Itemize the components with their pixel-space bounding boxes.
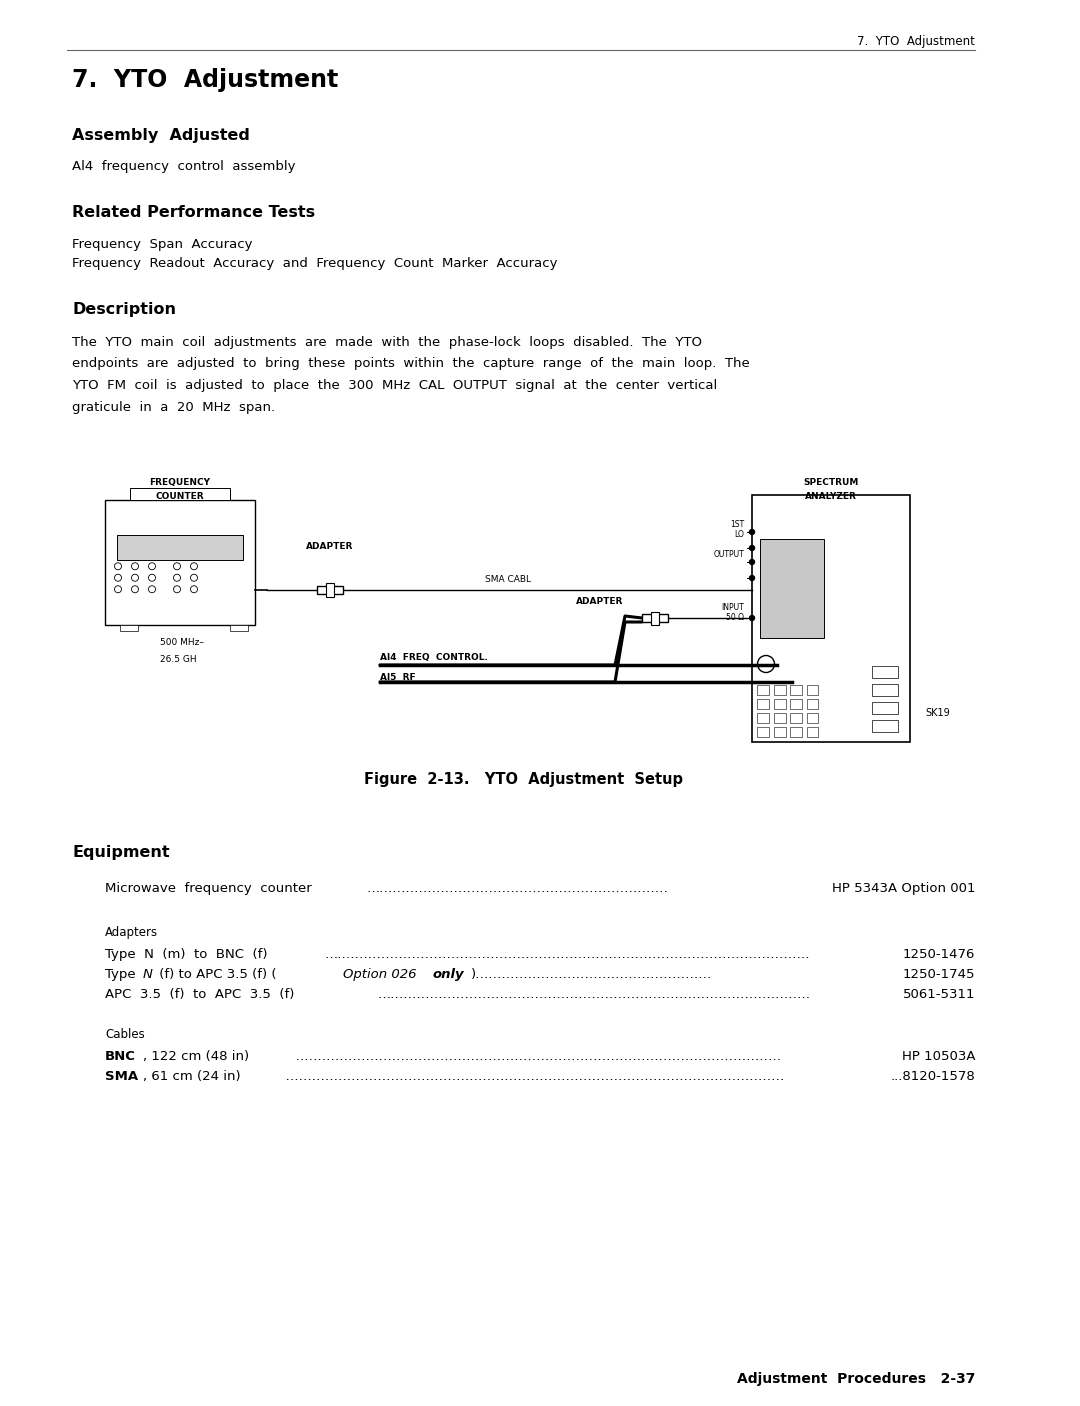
- Bar: [757, 713, 769, 723]
- Text: COUNTER: COUNTER: [156, 492, 204, 501]
- Text: Assembly  Adjusted: Assembly Adjusted: [72, 128, 249, 143]
- Bar: [642, 614, 669, 621]
- Text: FREQUENCY: FREQUENCY: [149, 478, 211, 486]
- Bar: [757, 685, 769, 695]
- Text: ADAPTER: ADAPTER: [577, 598, 623, 606]
- Bar: [872, 666, 897, 678]
- Text: ……………………………………………………………: ……………………………………………………………: [367, 882, 669, 896]
- Bar: [789, 699, 802, 709]
- Text: ADAPTER: ADAPTER: [307, 541, 353, 551]
- Bar: [651, 612, 659, 624]
- Bar: [789, 713, 802, 723]
- Text: Type  N  (m)  to  BNC  (f): Type N (m) to BNC (f): [105, 948, 268, 960]
- Text: YTO  FM  coil  is  adjusted  to  place  the  300  MHz  CAL  OUTPUT  signal  at  : YTO FM coil is adjusted to place the 300…: [72, 380, 717, 392]
- Text: …………………………………………………………………………………………………: …………………………………………………………………………………………………: [287, 1050, 781, 1063]
- Text: SMA CABL: SMA CABL: [485, 575, 531, 583]
- Bar: [773, 685, 785, 695]
- Circle shape: [750, 616, 755, 620]
- Bar: [789, 685, 802, 695]
- Circle shape: [750, 560, 755, 564]
- Text: Al4  FREQ  CONTROL.: Al4 FREQ CONTROL.: [380, 652, 488, 662]
- Bar: [752, 495, 910, 742]
- Bar: [773, 727, 785, 737]
- Bar: [760, 540, 824, 638]
- Text: 1250-1745: 1250-1745: [903, 967, 975, 981]
- Text: APC  3.5  (f)  to  APC  3.5  (f): APC 3.5 (f) to APC 3.5 (f): [105, 988, 295, 1001]
- Bar: [105, 501, 255, 626]
- Bar: [807, 699, 819, 709]
- Bar: [872, 702, 897, 714]
- Bar: [120, 626, 138, 631]
- Text: Cables: Cables: [105, 1028, 145, 1040]
- Text: BNC: BNC: [105, 1050, 136, 1063]
- Text: )………………………………………………: )………………………………………………: [471, 967, 713, 981]
- Text: Al5  RF: Al5 RF: [380, 673, 416, 682]
- Bar: [318, 586, 343, 593]
- Text: 7.  YTO  Adjustment: 7. YTO Adjustment: [72, 67, 338, 91]
- Text: HP 5343A Option 001: HP 5343A Option 001: [832, 882, 975, 896]
- Text: Description: Description: [72, 302, 176, 316]
- Text: 1ST: 1ST: [730, 520, 744, 529]
- Text: OUTPUT: OUTPUT: [713, 550, 744, 560]
- Text: 50 Ω: 50 Ω: [726, 613, 744, 621]
- Text: Adjustment  Procedures   2-37: Adjustment Procedures 2-37: [737, 1372, 975, 1386]
- Text: (f) to APC 3.5 (f) (: (f) to APC 3.5 (f) (: [156, 967, 276, 981]
- Text: SPECTRUM: SPECTRUM: [804, 478, 859, 486]
- Text: 26.5 GH: 26.5 GH: [160, 655, 197, 664]
- Text: SK19: SK19: [924, 709, 949, 718]
- Text: The  YTO  main  coil  adjustments  are  made  with  the  phase-lock  loops  disa: The YTO main coil adjustments are made w…: [72, 336, 702, 349]
- Text: Frequency  Readout  Accuracy  and  Frequency  Count  Marker  Accuracy: Frequency Readout Accuracy and Frequency…: [72, 257, 557, 270]
- Text: Microwave  frequency  counter: Microwave frequency counter: [105, 882, 312, 896]
- Circle shape: [750, 530, 755, 534]
- Text: SMA: SMA: [105, 1070, 138, 1083]
- Bar: [773, 699, 785, 709]
- Text: Option 026: Option 026: [343, 967, 421, 981]
- Bar: [807, 685, 819, 695]
- Text: LO: LO: [734, 530, 744, 538]
- Bar: [807, 713, 819, 723]
- Text: ……………………………………………………………………………………………………: ……………………………………………………………………………………………………: [276, 1070, 784, 1083]
- Text: Al4  frequency  control  assembly: Al4 frequency control assembly: [72, 160, 296, 173]
- Text: ...8120-1578: ...8120-1578: [890, 1070, 975, 1083]
- Text: 5061-5311: 5061-5311: [903, 988, 975, 1001]
- Text: Frequency  Span  Accuracy: Frequency Span Accuracy: [72, 238, 253, 252]
- Bar: [807, 727, 819, 737]
- Bar: [757, 727, 769, 737]
- Text: Type: Type: [105, 967, 140, 981]
- Bar: [872, 720, 897, 733]
- Text: HP 10503A: HP 10503A: [902, 1050, 975, 1063]
- Circle shape: [750, 546, 755, 551]
- Text: 500 MHz–: 500 MHz–: [160, 638, 204, 647]
- Bar: [872, 683, 897, 696]
- Bar: [789, 727, 802, 737]
- Text: 1250-1476: 1250-1476: [903, 948, 975, 960]
- Text: Adapters: Adapters: [105, 927, 158, 939]
- Bar: [117, 536, 243, 560]
- Text: ………………………………………………………………………………………: ………………………………………………………………………………………: [377, 988, 810, 1001]
- Bar: [757, 699, 769, 709]
- Text: Related Performance Tests: Related Performance Tests: [72, 205, 315, 219]
- Text: endpoints  are  adjusted  to  bring  these  points  within  the  capture  range : endpoints are adjusted to bring these po…: [72, 357, 750, 371]
- Bar: [326, 583, 334, 596]
- Text: , 122 cm (48 in): , 122 cm (48 in): [143, 1050, 249, 1063]
- Bar: [230, 626, 248, 631]
- Text: …………………………………………………………………………………………………: …………………………………………………………………………………………………: [325, 948, 811, 960]
- Text: 7.  YTO  Adjustment: 7. YTO Adjustment: [858, 35, 975, 48]
- Text: INPUT: INPUT: [721, 603, 744, 612]
- Text: Equipment: Equipment: [72, 845, 170, 860]
- Text: only: only: [433, 967, 464, 981]
- Text: Figure  2-13.   YTO  Adjustment  Setup: Figure 2-13. YTO Adjustment Setup: [364, 772, 683, 787]
- Text: N: N: [143, 967, 153, 981]
- Bar: [773, 713, 785, 723]
- Circle shape: [750, 575, 755, 581]
- Text: , 61 cm (24 in): , 61 cm (24 in): [143, 1070, 241, 1083]
- Bar: [130, 488, 230, 501]
- Text: graticule  in  a  20  MHz  span.: graticule in a 20 MHz span.: [72, 401, 275, 413]
- Text: ANALYZER: ANALYZER: [805, 492, 856, 501]
